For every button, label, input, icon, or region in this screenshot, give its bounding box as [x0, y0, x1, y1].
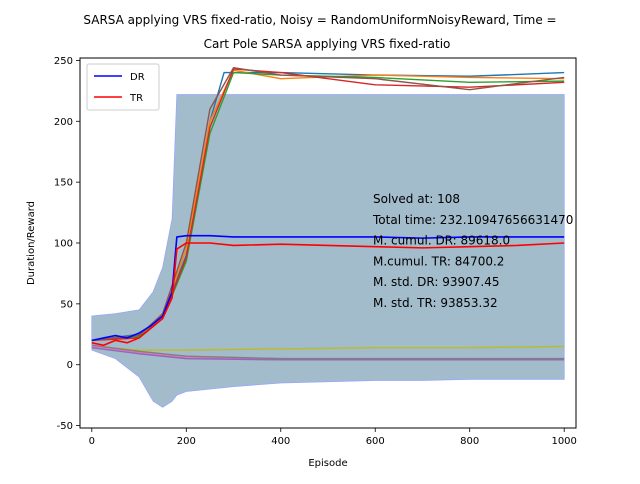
annotation-line: Solved at: 108 [373, 192, 460, 206]
y-tick-label: 0 [67, 360, 73, 371]
annotation-line: M.cumul. TR: 84700.2 [373, 254, 504, 268]
annotations: Solved at: 108 Total time: 232.1094765663… [372, 192, 573, 310]
x-axis-label: Episode [308, 458, 347, 469]
y-axis-label: Duration/Reward [26, 201, 37, 285]
y-tick-label: 250 [54, 56, 73, 67]
legend: DR TR [86, 63, 160, 111]
series-layer [91, 67, 565, 361]
legend-box [86, 63, 160, 111]
std-band-layer [91, 94, 565, 408]
x-tick-label: 800 [460, 436, 479, 447]
series-line-8 [91, 345, 565, 351]
y-tick-label: 200 [54, 117, 73, 128]
x-tick-label: 600 [366, 436, 385, 447]
x-axis: 0 200 400 600 800 1000 [89, 428, 577, 447]
std-band [91, 94, 565, 408]
series-line-11 [91, 344, 565, 360]
annotation-line: M. std. DR: 93907.45 [373, 275, 500, 289]
y-axis: -50 0 50 100 150 200 250 [54, 56, 80, 432]
chart-title-line2: Cart Pole SARSA applying VRS fixed-ratio [204, 37, 451, 51]
x-tick-label: 1000 [551, 436, 576, 447]
annotation-line: M. cumul. DR: 89618.0 [373, 234, 510, 248]
y-tick-label: 150 [54, 178, 73, 189]
y-tick-label: -50 [57, 421, 73, 432]
legend-label-dr: DR [130, 72, 145, 83]
y-tick-label: 100 [54, 239, 73, 250]
chart-title-line1: SARSA applying VRS fixed-ratio, Noisy = … [83, 13, 556, 27]
series-line-7 [91, 67, 565, 342]
series-line-10 [91, 346, 565, 361]
series-line-dr [91, 234, 565, 342]
y-tick-label: 50 [60, 299, 73, 310]
plot-area [79, 57, 577, 429]
annotation-line: Total time: 232.10947656631470 [372, 213, 573, 227]
annotation-line: M. std. TR: 93853.32 [373, 296, 498, 310]
x-tick-label: 200 [177, 436, 196, 447]
x-tick-label: 0 [89, 436, 95, 447]
x-tick-label: 400 [271, 436, 290, 447]
series-line-tr [91, 242, 565, 347]
legend-label-tr: TR [129, 93, 143, 104]
